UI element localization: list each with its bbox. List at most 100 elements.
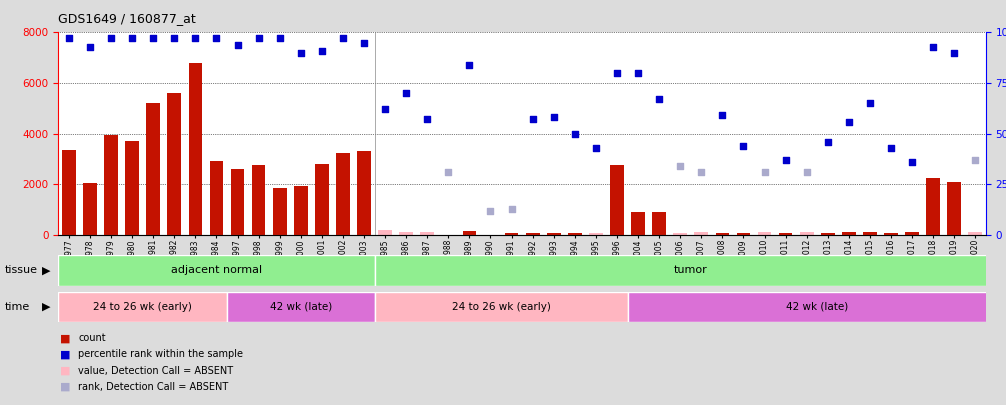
Bar <box>58 255 374 286</box>
Bar <box>652 212 666 235</box>
Point <box>356 39 372 46</box>
Point <box>145 35 161 42</box>
Point <box>420 116 436 123</box>
Bar <box>547 233 560 235</box>
Bar <box>969 232 982 235</box>
Point <box>651 96 667 102</box>
Bar <box>378 230 392 235</box>
Bar <box>252 165 266 235</box>
Bar <box>628 292 1006 322</box>
Bar <box>590 233 603 235</box>
Text: percentile rank within the sample: percentile rank within the sample <box>78 350 243 359</box>
Bar <box>694 232 708 235</box>
Text: 24 to 26 wk (early): 24 to 26 wk (early) <box>452 302 550 312</box>
Text: time: time <box>5 302 30 312</box>
Bar <box>146 103 160 235</box>
Point <box>799 169 815 175</box>
Bar <box>374 292 628 322</box>
Bar <box>673 233 687 235</box>
Text: rank, Detection Call = ABSENT: rank, Detection Call = ABSENT <box>78 382 228 392</box>
Bar <box>421 232 435 235</box>
Text: 42 wk (late): 42 wk (late) <box>270 302 332 312</box>
Bar <box>948 182 961 235</box>
Bar <box>863 232 877 235</box>
Bar <box>62 150 75 235</box>
Bar <box>230 169 244 235</box>
Bar <box>758 232 772 235</box>
Bar <box>209 162 223 235</box>
Bar <box>188 63 202 235</box>
Point <box>714 112 730 119</box>
Point <box>630 70 646 76</box>
Bar <box>842 232 856 235</box>
Text: ■: ■ <box>60 333 70 343</box>
Text: adjacent normal: adjacent normal <box>171 265 262 275</box>
Text: 24 to 26 wk (early): 24 to 26 wk (early) <box>94 302 192 312</box>
Bar <box>126 141 139 235</box>
Point <box>693 169 709 175</box>
Point <box>609 70 625 76</box>
Text: ▶: ▶ <box>42 265 50 275</box>
Point <box>947 49 963 56</box>
Point <box>566 130 582 137</box>
Bar <box>315 164 329 235</box>
Text: tissue: tissue <box>5 265 38 275</box>
Text: count: count <box>78 333 106 343</box>
Bar <box>294 186 308 235</box>
Bar <box>927 178 940 235</box>
Point <box>187 35 203 42</box>
Point <box>926 43 942 50</box>
Point <box>778 157 794 163</box>
Bar <box>800 232 814 235</box>
Bar <box>273 188 287 235</box>
Point <box>883 145 899 151</box>
Point <box>672 163 688 169</box>
Point <box>250 35 267 42</box>
Text: ■: ■ <box>60 366 70 375</box>
Point <box>862 100 878 107</box>
Point <box>735 143 751 149</box>
Point <box>229 41 245 48</box>
Point <box>166 35 182 42</box>
Point <box>757 169 773 175</box>
Point <box>208 35 224 42</box>
Bar <box>568 233 581 235</box>
Text: value, Detection Call = ABSENT: value, Detection Call = ABSENT <box>78 366 233 375</box>
Point <box>820 139 836 145</box>
Bar <box>83 183 97 235</box>
Bar <box>821 233 835 235</box>
Bar <box>610 165 624 235</box>
Point <box>483 207 499 214</box>
Point <box>545 114 561 121</box>
Bar <box>505 233 518 235</box>
Text: ■: ■ <box>60 382 70 392</box>
Point <box>335 35 351 42</box>
Text: ■: ■ <box>60 350 70 359</box>
Point <box>60 35 76 42</box>
Bar <box>374 255 1006 286</box>
Bar <box>357 151 371 235</box>
Bar <box>631 212 645 235</box>
Bar <box>167 93 181 235</box>
Point <box>272 35 288 42</box>
Point <box>81 43 98 50</box>
Point <box>524 116 540 123</box>
Bar <box>227 292 374 322</box>
Point <box>504 205 520 212</box>
Text: GDS1649 / 160877_at: GDS1649 / 160877_at <box>58 12 196 25</box>
Point <box>841 118 857 125</box>
Bar <box>884 233 898 235</box>
Bar <box>526 233 539 235</box>
Text: ▶: ▶ <box>42 302 50 312</box>
Bar <box>105 135 118 235</box>
Point <box>441 169 457 175</box>
Text: tumor: tumor <box>674 265 707 275</box>
Point <box>398 90 414 96</box>
Point <box>588 145 604 151</box>
Bar <box>715 233 729 235</box>
Point <box>103 35 119 42</box>
Bar <box>58 292 227 322</box>
Point <box>462 62 478 68</box>
Text: 42 wk (late): 42 wk (late) <box>786 302 848 312</box>
Point <box>314 47 330 54</box>
